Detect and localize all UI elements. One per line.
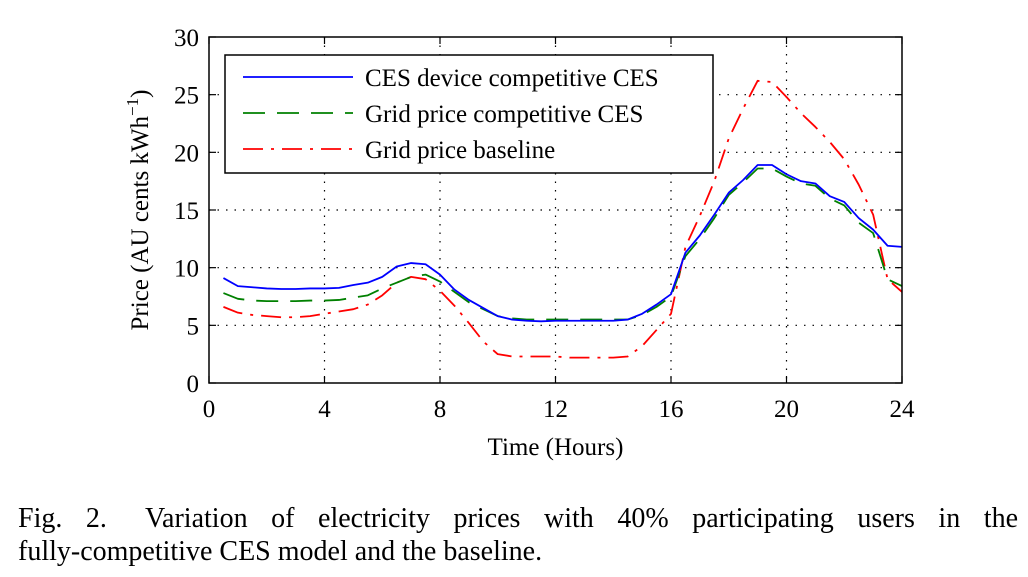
legend-entries: CES device competitive CES Grid price com… — [243, 65, 659, 164]
series-line-grid-price-competitive-ces — [223, 167, 903, 321]
y-axis-title-close: ) — [127, 90, 154, 98]
y-tick-label: 0 — [187, 371, 200, 398]
x-axis-title: Time (Hours) — [488, 434, 624, 461]
x-tick-label: 4 — [318, 396, 331, 423]
caption-line-2: fully-competitive CES model and the base… — [18, 536, 543, 567]
caption-line-1: Fig. 2. Variation of electricity prices w… — [18, 502, 1018, 535]
x-tick-label: 8 — [434, 396, 447, 423]
x-tick-label: 24 — [890, 396, 916, 423]
figure-number: Fig. 2. — [18, 503, 107, 534]
figure-caption: Fig. 2. Variation of electricity prices w… — [18, 502, 1018, 568]
y-tick-label: 15 — [174, 198, 199, 225]
legend-label: Grid price baseline — [365, 137, 555, 164]
y-axis-title-main: Price (AU cents kWh — [127, 115, 154, 330]
x-tick-label: 12 — [543, 396, 568, 423]
y-tick-label: 5 — [187, 313, 200, 340]
legend-box — [224, 54, 714, 174]
y-tick-label: 20 — [174, 140, 199, 167]
y-axis-title-superscript: −1 — [123, 98, 142, 116]
series-line-grid-price-baseline — [223, 79, 903, 359]
legend-label: Grid price competitive CES — [365, 101, 643, 128]
legend-label: CES device competitive CES — [365, 65, 659, 92]
series-lines — [223, 79, 903, 359]
price-chart: 0 4 8 12 16 20 24 0 5 10 15 20 25 30 Time (Hours) Pri… — [123, 25, 915, 461]
series-line-ces-device-competitive-ces — [223, 164, 903, 323]
x-tick-label: 16 — [659, 396, 684, 423]
y-tick-label: 25 — [174, 83, 199, 110]
x-tick-label: 0 — [203, 396, 216, 423]
caption-text-1: Variation of electricity prices with 40%… — [144, 503, 1018, 534]
x-tick-label: 20 — [774, 396, 799, 423]
legend: CES device competitive CES Grid price com… — [224, 54, 714, 174]
axis-ticks: 0 4 8 12 16 20 24 0 5 10 15 20 25 30 — [174, 25, 915, 423]
y-axis-title: Price (AU cents kWh−1) — [123, 90, 154, 331]
y-tick-label: 30 — [174, 25, 199, 52]
y-tick-label: 10 — [174, 256, 199, 283]
